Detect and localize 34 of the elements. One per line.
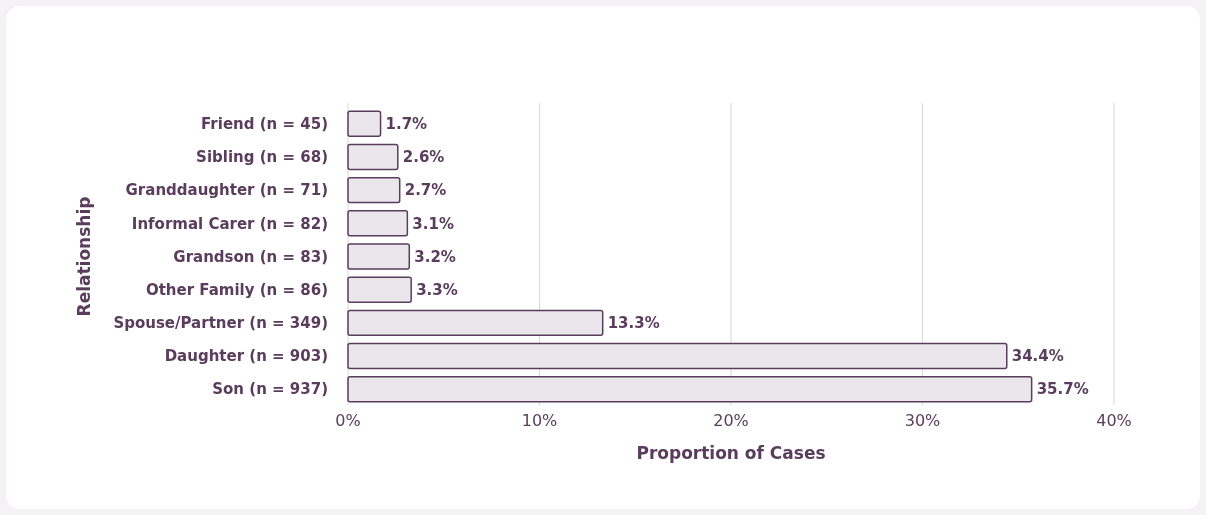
x-tick-label: 30% <box>904 411 941 430</box>
y-axis-title: Relationship <box>74 196 94 317</box>
data-label: 35.7% <box>1036 380 1089 399</box>
data-label: 34.4% <box>1011 347 1064 366</box>
data-label: 1.7% <box>385 115 428 134</box>
y-tick-label: Sibling (n = 68) <box>196 148 328 167</box>
x-tick-label: 20% <box>713 411 749 430</box>
data-label: 2.6% <box>402 148 445 167</box>
y-tick-label: Friend (n = 45) <box>201 115 328 134</box>
data-label: 2.7% <box>404 181 447 200</box>
bar <box>347 210 409 237</box>
y-tick-label: Other Family (n = 86) <box>145 280 328 299</box>
bar <box>347 309 604 337</box>
y-tick-label: Spouse/Partner (n = 349) <box>113 314 328 333</box>
data-label: 3.2% <box>414 247 456 266</box>
bar <box>347 110 382 137</box>
x-tick-label: 0% <box>335 411 361 430</box>
x-tick-label: 40% <box>1096 411 1132 430</box>
data-label: 3.3% <box>416 280 458 299</box>
bar <box>347 143 399 171</box>
bar <box>347 342 1008 370</box>
x-axis-title: Proportion of Cases <box>636 443 826 463</box>
y-tick-label: Granddaughter (n = 71) <box>125 181 328 200</box>
y-tick-label: Informal Carer (n = 82) <box>131 214 328 233</box>
data-label: 3.1% <box>412 214 454 233</box>
data-label: 13.3% <box>607 314 660 333</box>
bar <box>347 243 411 270</box>
bar <box>347 176 401 204</box>
bar <box>347 376 1033 403</box>
x-tick-label: 10% <box>521 411 558 430</box>
y-tick-label: Grandson (n = 83) <box>173 247 328 266</box>
y-tick-label: Daughter (n = 903) <box>164 347 328 366</box>
bar <box>347 276 412 303</box>
y-tick-label: Son (n = 937) <box>212 380 328 399</box>
